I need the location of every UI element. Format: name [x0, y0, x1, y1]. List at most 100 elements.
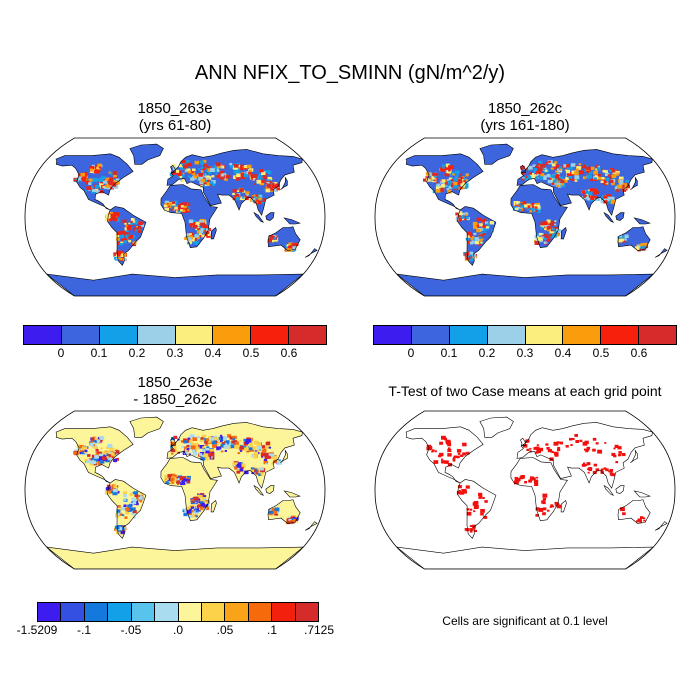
grid-cell	[213, 165, 218, 169]
coastline-newZealand	[304, 521, 318, 531]
colorbar-swatch	[563, 326, 602, 344]
grid-cell	[536, 209, 541, 213]
grid-cell	[113, 458, 117, 462]
grid-cell	[89, 166, 94, 170]
grid-cell	[540, 221, 545, 226]
coastline-eurasia	[516, 149, 653, 216]
grid-cell	[89, 168, 93, 172]
land-eurasia	[517, 422, 653, 489]
grid-cell	[201, 234, 205, 238]
colorbar-swatch	[374, 326, 412, 344]
grid-cell	[620, 238, 624, 242]
grid-cell	[194, 234, 199, 238]
grid-cell	[192, 168, 196, 172]
coastline-sumatra	[603, 484, 615, 496]
colorbar-tick-label: 0	[407, 346, 415, 360]
grid-cell	[482, 228, 487, 232]
grid-cell	[469, 525, 473, 527]
grid-cell	[287, 516, 291, 519]
grid-cell	[453, 181, 458, 186]
grid-cell	[229, 164, 234, 168]
grid-cell	[258, 467, 262, 470]
grid-cell	[554, 454, 558, 457]
grid-cell	[134, 494, 139, 497]
grid-cell	[187, 209, 190, 211]
grid-cell	[478, 492, 483, 497]
grid-cell	[529, 479, 533, 482]
grid-cell	[120, 241, 124, 244]
grid-cell	[223, 174, 228, 178]
grid-cell	[236, 173, 241, 178]
grid-cell	[177, 204, 182, 208]
grid-cell	[117, 505, 121, 508]
grid-cell	[485, 221, 489, 225]
grid-cell	[547, 179, 552, 184]
grid-cell	[181, 174, 185, 178]
grid-cell	[446, 165, 449, 168]
coastline-africa	[160, 184, 218, 249]
grid-cell	[199, 230, 203, 233]
grid-cell	[537, 173, 540, 176]
map-panel-top-left	[24, 137, 326, 297]
figure-title: ANN NFIX_TO_SMINN (gN/m^2/y)	[194, 62, 506, 84]
grid-cell	[447, 463, 452, 467]
grid-cell	[563, 178, 568, 183]
grid-cell	[182, 172, 185, 175]
grid-cell	[556, 448, 561, 452]
grid-cell	[234, 195, 237, 198]
grid-cell	[554, 220, 557, 222]
grid-cell	[546, 226, 551, 230]
grid-cell	[105, 184, 110, 188]
colorbar-tick-label: 0.5	[592, 346, 610, 360]
colorbar-swatch	[61, 603, 85, 621]
grid-cell	[549, 505, 553, 508]
grid-cell	[465, 185, 469, 189]
grid-cell	[272, 184, 277, 189]
grid-cell	[202, 497, 207, 501]
grid-cell	[122, 219, 127, 223]
grid-cell	[482, 225, 486, 228]
grid-cell	[448, 169, 451, 171]
grid-cell	[609, 179, 614, 183]
grid-cell	[590, 178, 594, 182]
grid-cell	[203, 173, 206, 175]
grid-cell	[208, 440, 212, 443]
grid-cell	[79, 445, 84, 449]
grid-cell	[625, 179, 629, 183]
grid-cell	[453, 185, 458, 189]
colorbar-swatch	[84, 603, 109, 621]
grid-cell	[188, 453, 191, 456]
grid-cell	[200, 437, 204, 440]
grid-cell	[292, 246, 297, 250]
grid-cell	[137, 495, 141, 497]
grid-cell	[175, 169, 180, 173]
grid-cell	[181, 480, 185, 483]
grid-cell	[85, 190, 88, 192]
map-border	[374, 137, 676, 297]
grid-cell	[445, 163, 450, 167]
grid-cell	[617, 238, 622, 242]
grid-cell	[213, 168, 219, 173]
grid-cell	[207, 233, 211, 236]
grid-cell	[625, 188, 628, 191]
colorbar-tick-label: -.1	[76, 623, 92, 637]
grid-cell	[583, 194, 588, 198]
grid-cell	[194, 160, 199, 165]
grid-cell	[74, 178, 77, 181]
grid-cell	[119, 257, 123, 261]
grid-cell	[216, 168, 219, 170]
grid-cell	[425, 176, 429, 179]
grid-cell	[573, 171, 579, 176]
grid-cell	[220, 443, 226, 448]
grid-cell	[459, 173, 462, 176]
colorbar-swatch	[155, 603, 179, 621]
grid-cell	[428, 446, 432, 450]
grid-cell	[95, 451, 99, 455]
grid-cell	[286, 244, 290, 247]
grid-cell	[239, 468, 244, 472]
grid-cell	[190, 443, 193, 446]
grid-cell	[239, 188, 244, 192]
grid-cell	[226, 175, 231, 179]
grid-cell	[292, 517, 296, 520]
grid-cell	[569, 177, 573, 181]
